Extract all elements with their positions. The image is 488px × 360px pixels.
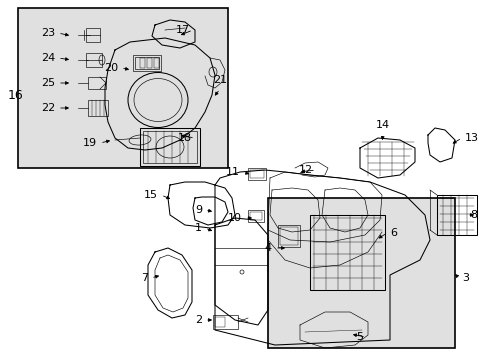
Bar bbox=[86, 28, 100, 42]
Bar bbox=[88, 100, 108, 116]
Bar bbox=[133, 55, 161, 71]
Text: 4: 4 bbox=[264, 243, 271, 253]
Text: 13: 13 bbox=[464, 133, 478, 143]
Bar bbox=[247, 168, 265, 180]
Bar bbox=[213, 315, 238, 329]
Bar bbox=[142, 131, 197, 163]
Text: 16: 16 bbox=[8, 89, 24, 102]
Text: 23: 23 bbox=[41, 28, 55, 38]
Text: 22: 22 bbox=[41, 103, 55, 113]
Text: 20: 20 bbox=[103, 63, 118, 73]
Text: 25: 25 bbox=[41, 78, 55, 88]
Text: 1: 1 bbox=[195, 223, 202, 233]
Bar bbox=[278, 225, 299, 247]
Text: 11: 11 bbox=[225, 167, 240, 177]
Text: 18: 18 bbox=[178, 133, 192, 143]
Text: 24: 24 bbox=[41, 53, 55, 63]
Text: 7: 7 bbox=[141, 273, 148, 283]
Text: 2: 2 bbox=[195, 315, 202, 325]
Bar bbox=[86, 53, 102, 67]
Bar bbox=[436, 195, 476, 235]
Text: 6: 6 bbox=[389, 228, 396, 238]
Text: 12: 12 bbox=[298, 165, 312, 175]
Text: 3: 3 bbox=[461, 273, 468, 283]
Bar bbox=[280, 227, 297, 245]
Text: 15: 15 bbox=[143, 190, 158, 200]
Text: 5: 5 bbox=[355, 332, 362, 342]
Bar bbox=[309, 215, 384, 290]
Bar bbox=[135, 57, 159, 69]
Text: 14: 14 bbox=[375, 120, 389, 130]
Bar bbox=[88, 77, 106, 89]
Bar bbox=[247, 210, 264, 222]
Bar bbox=[18, 8, 227, 168]
Text: 19: 19 bbox=[82, 138, 97, 148]
Text: 8: 8 bbox=[469, 210, 476, 220]
Bar bbox=[140, 128, 200, 166]
Bar bbox=[154, 58, 159, 68]
Bar bbox=[140, 58, 145, 68]
Bar bbox=[249, 212, 262, 220]
Text: 21: 21 bbox=[212, 75, 226, 85]
Bar bbox=[215, 317, 224, 327]
Bar bbox=[249, 170, 264, 178]
Text: 10: 10 bbox=[227, 213, 242, 223]
Text: 9: 9 bbox=[195, 205, 202, 215]
Bar bbox=[147, 58, 152, 68]
Text: 17: 17 bbox=[176, 25, 190, 35]
Bar bbox=[267, 198, 454, 348]
